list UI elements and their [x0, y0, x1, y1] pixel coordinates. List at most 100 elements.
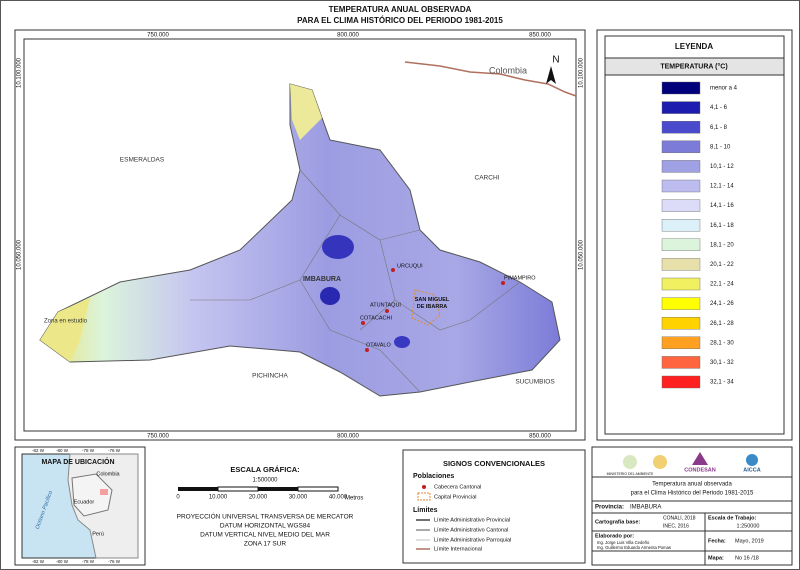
legend-label: 30,1 - 32 [710, 360, 734, 366]
signs-panel [402, 449, 586, 564]
info-panel [591, 446, 793, 566]
info-value: Ing. Guillermo Eduardo Armenta Pomas [597, 545, 671, 550]
legend-swatch [661, 317, 701, 330]
country-label: Colombia [96, 471, 120, 477]
town-label: URCUQUI [397, 263, 423, 269]
logo-text: MINISTERIO DEL AMBIENTE [607, 472, 654, 476]
legend-label: 28,1 - 30 [710, 340, 734, 346]
legend-label: 10,1 - 12 [710, 164, 734, 170]
signs-label: Límite Administrativo Provincial [434, 517, 510, 523]
region-label: Zona en estudio [44, 319, 88, 325]
legend-label: 20,1 - 22 [710, 262, 734, 268]
international-border [404, 61, 577, 97]
info-value: CONALI, 2018 [663, 515, 696, 521]
ibarra-outline [411, 289, 441, 326]
legend-label: 12,1 - 14 [710, 184, 734, 190]
legend-swatch [661, 101, 701, 114]
signs-label: Límite Administrativo Cantonal [434, 527, 508, 533]
legend-label: 32,1 - 34 [710, 380, 734, 386]
cold-zone [320, 287, 340, 305]
info-value: IMBABURA [630, 505, 661, 511]
scale-unit: Metros [345, 496, 363, 502]
projection-line: DATUM VERTICAL NIVEL MEDIO DEL MAR [200, 532, 330, 539]
region-label: CARCHI [475, 175, 500, 182]
legend-swatch [661, 375, 701, 389]
legend-label: 18,1 - 20 [710, 242, 734, 248]
info-value: No 16 /18 [735, 555, 759, 561]
lon-tick: -82 W [32, 448, 45, 453]
info-value: Ing. Jorge Luis Villa Cedeño [597, 540, 650, 545]
y-coord: 10.050.000 [579, 239, 585, 270]
info-label: Mapa: [708, 555, 724, 561]
legend-swatch [661, 277, 701, 291]
projection-line: ZONA 17 SUR [244, 541, 287, 548]
lon-tick: -82 W [32, 559, 45, 564]
legend-swatch [661, 218, 701, 232]
lon-tick: -78 W [82, 448, 95, 453]
logo [692, 452, 708, 465]
scale-tick: 10.000 [209, 495, 228, 501]
legend-label: 24,1 - 26 [710, 301, 734, 307]
title: TEMPERATURA ANUAL OBSERVADA [329, 5, 472, 14]
legend-label: 26,1 - 28 [710, 321, 734, 327]
town-dot [501, 281, 505, 285]
info-value: 1:250000 [737, 523, 760, 529]
region-label: PICHINCHA [252, 373, 288, 380]
scale-segment [217, 486, 259, 492]
provincial-symbol [417, 492, 431, 501]
cantonal-symbol [422, 485, 426, 489]
signs-label: Límite Administrativo Parroquial [434, 537, 511, 543]
study-area-marker [100, 489, 108, 495]
scale-title: ESCALA GRÁFICA: [230, 465, 299, 474]
town-dot [365, 348, 369, 352]
town-label: OTAVALO [366, 342, 391, 348]
north-label: N [552, 55, 559, 66]
legend-label: 8,1 - 10 [710, 144, 731, 150]
legend-swatch [661, 120, 701, 134]
scale-tick: 40.000 [329, 495, 348, 501]
signs-heading: Poblaciones [413, 473, 454, 480]
location-title: MAPA DE UBICACIÓN [41, 457, 114, 466]
legend-label: 22,1 - 24 [710, 282, 734, 288]
legend-label: 16,1 - 18 [710, 223, 734, 229]
legend-swatch [661, 297, 701, 310]
lon-tick: -76 W [108, 448, 121, 453]
warm-zone [40, 298, 90, 362]
legend-swatch [661, 258, 701, 271]
town-dot [361, 321, 365, 325]
signs-label: Cabecera Cantonal [434, 484, 481, 490]
legend-swatch [661, 179, 701, 193]
subtitle: PARA EL CLIMA HISTÓRICO DEL PERIODO 1981… [297, 16, 503, 25]
town-label: ATUNTAQUI [370, 302, 401, 308]
logo [653, 455, 667, 469]
y-coord: 10.100.000 [579, 57, 585, 88]
town-label: COTACACHI [360, 315, 392, 321]
region-label: SUCUMBIOS [515, 379, 555, 386]
legend-label: menor a 4 [710, 86, 738, 92]
legend-swatch [661, 81, 701, 95]
info-value: INEC, 2016 [663, 523, 689, 529]
lon-tick: -80 W [56, 559, 69, 564]
x-coord: 850.000 [529, 33, 551, 39]
legend-label: 4,1 - 6 [710, 105, 728, 111]
legend-swatch [661, 238, 701, 252]
x-coord: 850.000 [529, 434, 551, 440]
info-value: Mayo, 2019 [735, 538, 764, 544]
lon-tick: -80 W [56, 448, 69, 453]
description: para el Clima Histórico del Periodo 1981… [631, 491, 754, 497]
study-area [39, 83, 561, 397]
scale-tick: 20.000 [249, 495, 268, 501]
cold-zone [322, 235, 354, 259]
y-coord: 10.050.000 [17, 239, 23, 270]
scale-segment [297, 486, 339, 492]
logo-text: CONDESAN [684, 467, 716, 473]
x-coord: 800.000 [337, 33, 359, 39]
legend-swatch [661, 356, 701, 369]
x-coord: 800.000 [337, 434, 359, 440]
location-map [14, 446, 146, 566]
info-label: Cartografía base: [595, 519, 640, 525]
legend-subtitle: TEMPERATURA (°C) [660, 62, 727, 70]
ecuador-shape [71, 473, 113, 517]
scale-ratio: 1:500000 [252, 478, 278, 484]
capital-label: SAN MIGUEL DE IBARRA [415, 297, 450, 310]
